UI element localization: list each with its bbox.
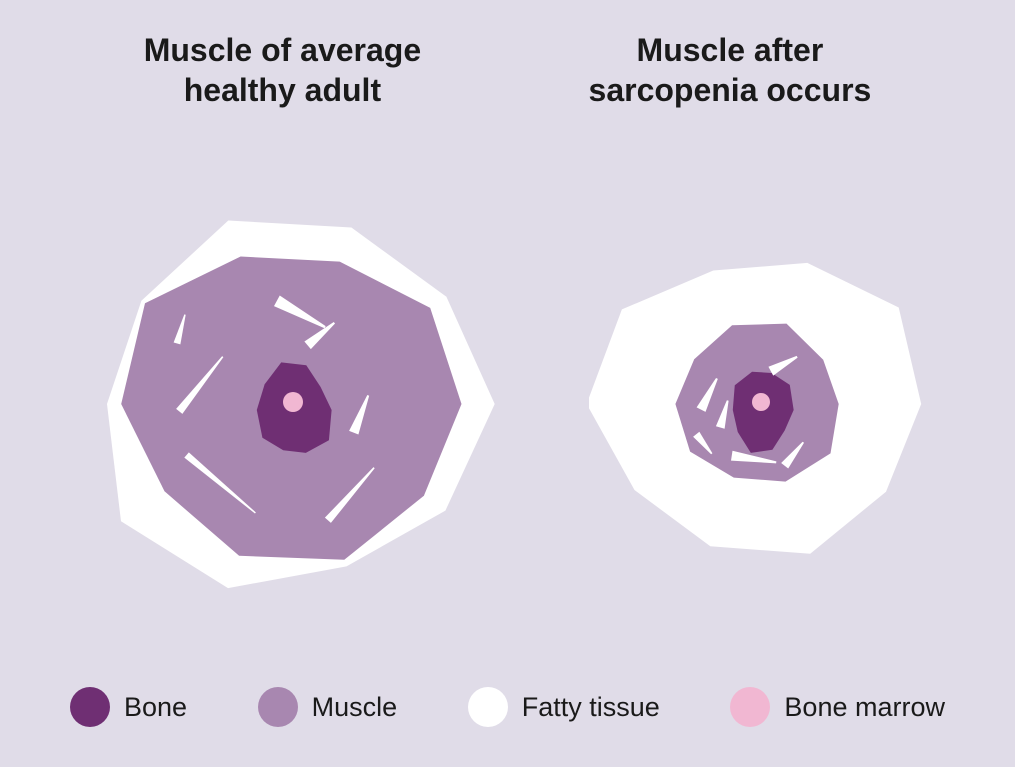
legend: Bone Muscle Fatty tissue Bone marrow [40, 687, 975, 747]
titles-row: Muscle of average healthy adult Muscle a… [40, 30, 975, 110]
infographic-canvas: Muscle of average healthy adult Muscle a… [0, 0, 1015, 767]
legend-item-bone: Bone [70, 687, 187, 727]
legend-swatch-marrow [730, 687, 770, 727]
legend-item-muscle: Muscle [258, 687, 398, 727]
legend-item-fatty: Fatty tissue [468, 687, 660, 727]
legend-label-marrow: Bone marrow [784, 692, 945, 723]
legend-swatch-muscle [258, 687, 298, 727]
diagram-sarcopenia-muscle [589, 224, 929, 584]
legend-swatch-bone [70, 687, 110, 727]
legend-label-bone: Bone [124, 692, 187, 723]
diagrams-row [40, 110, 975, 687]
legend-item-marrow: Bone marrow [730, 687, 945, 727]
legend-label-muscle: Muscle [312, 692, 398, 723]
legend-swatch-fatty [468, 687, 508, 727]
diagram-healthy-muscle [86, 199, 496, 609]
title-sarcopenia: Muscle after sarcopenia occurs [589, 30, 872, 110]
legend-label-fatty: Fatty tissue [522, 692, 660, 723]
title-healthy: Muscle of average healthy adult [144, 30, 421, 110]
